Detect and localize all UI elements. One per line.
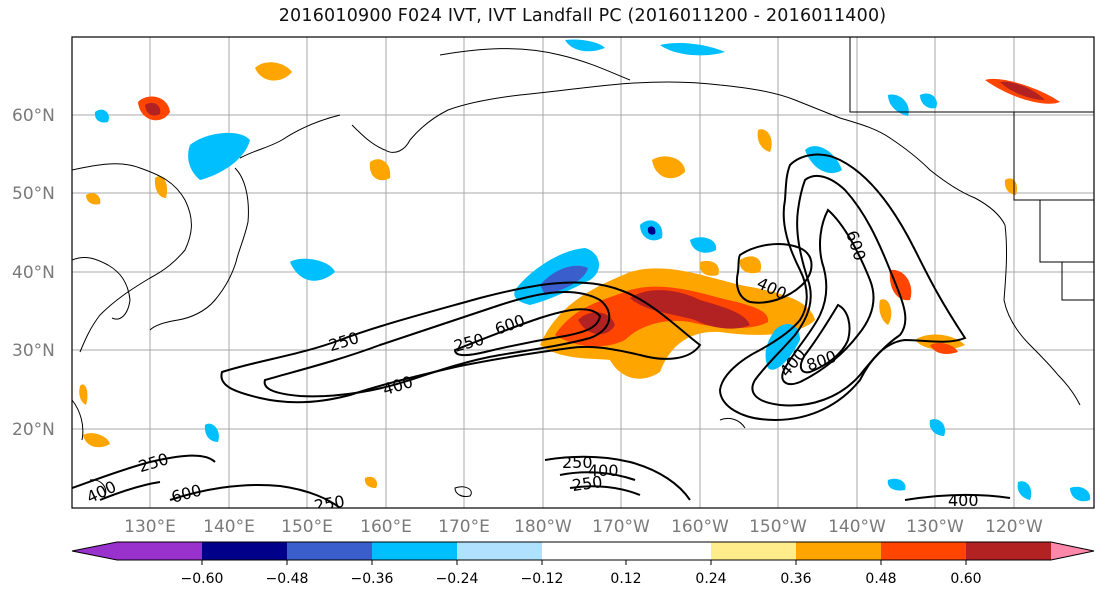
map-title: 2016010900 F024 IVT, IVT Landfall PC (20… xyxy=(278,6,887,26)
colorbar-segment xyxy=(287,542,372,560)
colorbar-segment xyxy=(881,542,966,560)
colorbar-tick-label: 0.60 xyxy=(950,571,981,587)
lat-label: 20°N xyxy=(12,420,55,440)
lon-label: 140°E xyxy=(203,517,255,537)
pc-positive-peak xyxy=(630,290,750,329)
colorbar-ticks xyxy=(201,560,967,565)
contour-label: 250 xyxy=(313,492,346,516)
colorbar-segment xyxy=(372,542,457,560)
colorbar-outline xyxy=(71,541,1095,561)
colorbar-tick-label: −0.24 xyxy=(436,571,479,587)
colorbar-segment xyxy=(457,542,542,560)
colorbar-tick-label: −0.12 xyxy=(521,571,564,587)
lon-label: 170°E xyxy=(438,517,490,537)
colorbar-segment xyxy=(202,542,287,560)
lon-label: 160°E xyxy=(360,517,412,537)
coastlines xyxy=(72,37,1094,499)
lon-label: 120°W xyxy=(985,517,1043,537)
lat-label: 40°N xyxy=(12,263,55,283)
colorbar: −0.60 −0.48 −0.36 −0.24 −0.12 0.12 0.24 … xyxy=(71,541,1095,587)
map-frame xyxy=(71,36,1095,509)
lat-label: 50°N xyxy=(12,184,55,204)
colorbar-tick-label: −0.48 xyxy=(266,571,309,587)
contour-label: 250 xyxy=(562,453,593,472)
colorbar-segment xyxy=(542,542,626,560)
lat-label: 30°N xyxy=(12,341,55,361)
pc-positive-band xyxy=(540,268,815,379)
longitude-labels: 130°E 140°E 150°E 160°E 170°E 180°W 170°… xyxy=(124,517,1043,537)
colorbar-segment xyxy=(1051,542,1094,560)
colorbar-segment xyxy=(626,542,711,560)
latitude-labels: 60°N 50°N 40°N 30°N 20°N xyxy=(12,106,55,440)
lon-label: 170°W xyxy=(592,517,650,537)
colorbar-segment xyxy=(966,542,1051,560)
colorbar-tick-label: 0.36 xyxy=(780,571,811,587)
colorbar-tick-label: 0.12 xyxy=(610,571,641,587)
contour-label: 400 xyxy=(948,491,979,510)
lon-label: 140°W xyxy=(828,517,886,537)
colorbar-tick-label: −0.36 xyxy=(351,571,394,587)
lon-label: 160°W xyxy=(671,517,729,537)
pc-shading xyxy=(79,39,1091,502)
lon-label: 130°W xyxy=(906,517,964,537)
colorbar-segment xyxy=(796,542,881,560)
colorbar-segment xyxy=(117,542,202,560)
contour-label: 250 xyxy=(571,472,604,495)
colorbar-tick-label: 0.24 xyxy=(695,571,726,587)
pc-negative-core xyxy=(540,265,588,295)
colorbar-tick-label: −0.60 xyxy=(181,571,224,587)
ivt-contours xyxy=(72,153,1011,508)
graticule xyxy=(72,37,1094,508)
colorbar-segment xyxy=(72,542,117,560)
lon-label: 150°E xyxy=(281,517,333,537)
lon-label: 180°W xyxy=(514,517,572,537)
lon-label: 150°W xyxy=(749,517,807,537)
lat-label: 60°N xyxy=(12,106,55,126)
lon-label: 130°E xyxy=(124,517,176,537)
contour-label: 400 xyxy=(588,461,619,480)
colorbar-segment xyxy=(711,542,796,560)
colorbar-tick-label: 0.48 xyxy=(865,571,896,587)
